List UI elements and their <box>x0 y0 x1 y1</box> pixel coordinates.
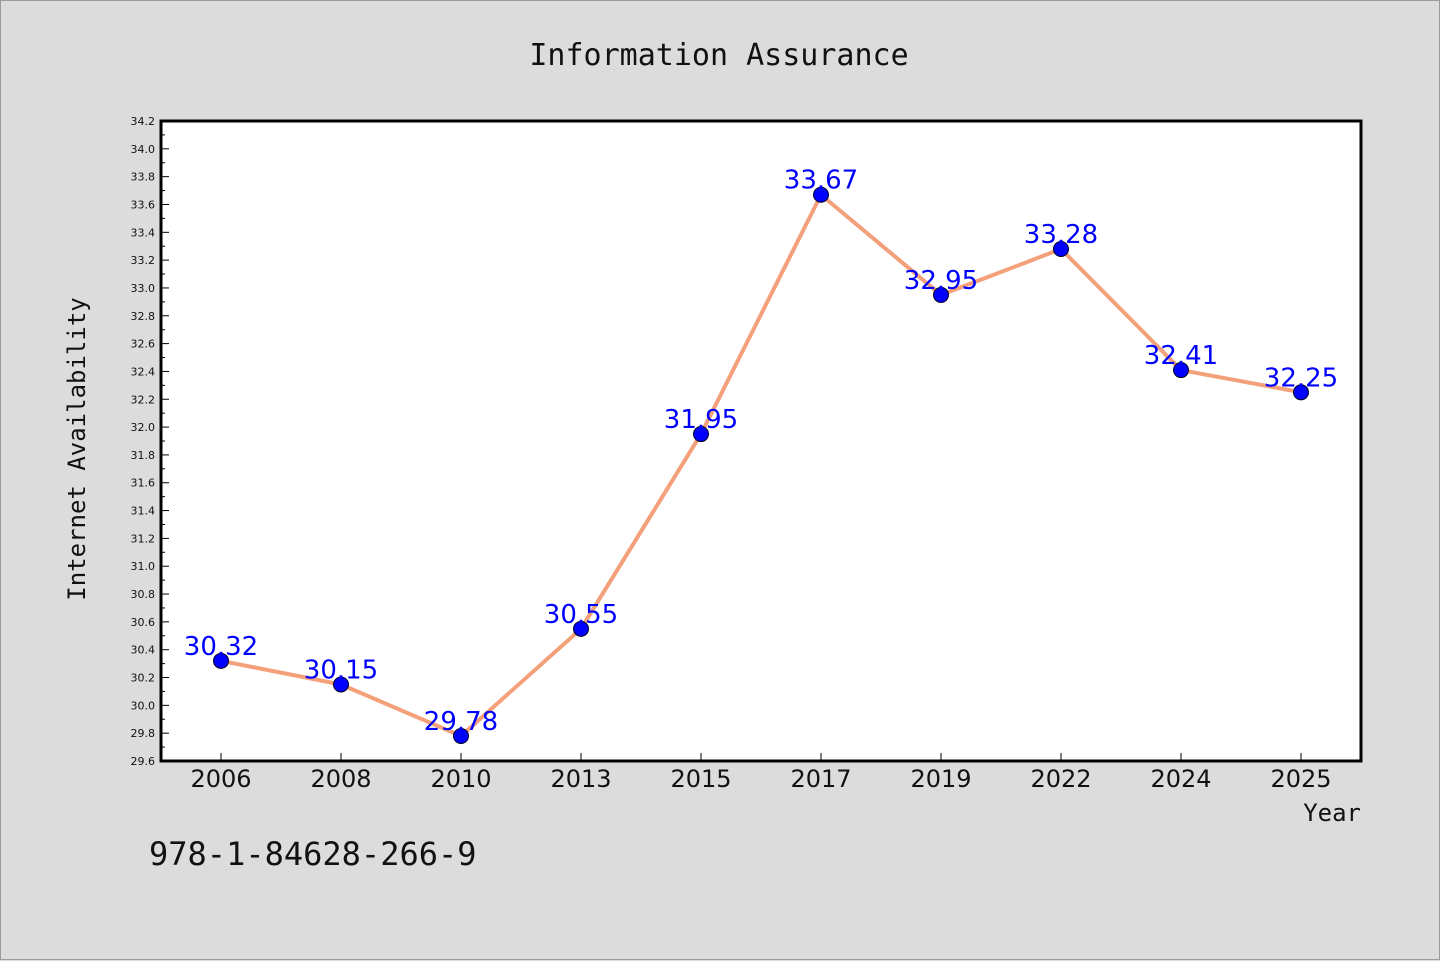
data-label: 30.15 <box>304 655 378 685</box>
x-tick-label: 2006 <box>190 765 251 793</box>
y-tick-label: 30.4 <box>131 644 156 657</box>
data-label: 32.95 <box>904 266 978 296</box>
y-tick-label: 32.0 <box>131 421 156 434</box>
data-point <box>933 286 949 303</box>
y-tick-label: 31.4 <box>131 505 156 518</box>
data-point <box>1053 241 1069 257</box>
y-tick-label: 31.2 <box>131 532 156 545</box>
y-tick-label: 32.8 <box>131 310 156 323</box>
y-tick-label: 32.4 <box>131 365 156 378</box>
data-label: 33.28 <box>1024 220 1098 250</box>
y-tick-label: 33.6 <box>131 198 156 211</box>
series-layer: 30.32 30.15 29.78 30.55 31.95 33.67 32.95 33.28… <box>184 166 1338 744</box>
x-tick-label: 2015 <box>670 765 731 793</box>
y-tick-label: 33.8 <box>131 171 156 184</box>
data-label: 33.67 <box>784 166 858 196</box>
y-tick-label: 33.2 <box>131 254 156 267</box>
y-tick-label: 31.8 <box>131 449 156 462</box>
data-label: 29.78 <box>424 707 498 737</box>
y-tick-label: 29.6 <box>131 755 156 768</box>
x-tick-label: 2008 <box>310 765 371 793</box>
x-tick-label: 2013 <box>550 765 611 793</box>
data-label: 30.32 <box>184 632 258 662</box>
y-tick-label: 31.6 <box>131 477 156 490</box>
data-label: 32.41 <box>1144 341 1218 371</box>
data-point <box>333 676 349 693</box>
data-point <box>453 727 469 744</box>
y-axis-label: Internet Availability <box>63 297 91 600</box>
y-tick-label: 34.2 <box>131 115 156 128</box>
x-tick-label: 2010 <box>430 765 491 793</box>
y-tick-label: 30.2 <box>131 672 156 685</box>
plot-area <box>159 119 1363 763</box>
data-point <box>1293 384 1309 401</box>
footer-isbn: 978-1-84628-266-9 <box>149 835 477 873</box>
series-line <box>220 192 1302 738</box>
data-point <box>1173 362 1189 379</box>
data-point <box>693 426 709 443</box>
x-tick-label: 2019 <box>910 765 971 793</box>
chart-title: Information Assurance <box>529 38 908 73</box>
y-tick-label: 30.8 <box>131 588 156 601</box>
x-tick-label: 2022 <box>1030 765 1091 793</box>
y-tick-label: 33.0 <box>131 282 156 295</box>
data-point <box>573 620 589 637</box>
x-tick-label: 2017 <box>790 765 851 793</box>
x-tick-label: 2024 <box>1150 765 1211 793</box>
y-tick-label: 30.0 <box>131 699 156 712</box>
data-point <box>213 652 229 669</box>
y-tick-label: 31.0 <box>131 560 156 573</box>
data-label: 30.55 <box>544 600 618 630</box>
data-point <box>813 186 829 203</box>
x-axis-label: Year <box>1303 799 1361 827</box>
y-tick-label: 30.6 <box>131 616 156 629</box>
y-tick-label: 32.2 <box>131 393 156 406</box>
data-label: 31.95 <box>664 405 738 435</box>
y-tick-label: 32.6 <box>131 338 156 351</box>
data-label: 32.25 <box>1264 363 1338 393</box>
y-tick-label: 33.4 <box>131 226 156 239</box>
y-tick-label: 29.8 <box>131 727 156 740</box>
y-tick-label: 34.0 <box>131 143 156 156</box>
axis-ticks: 29.6 29.8 30.0 30.2 30.4 30.6 30.8 31.0 31.2 31.4… <box>131 115 1332 793</box>
x-tick-label: 2025 <box>1270 765 1331 793</box>
